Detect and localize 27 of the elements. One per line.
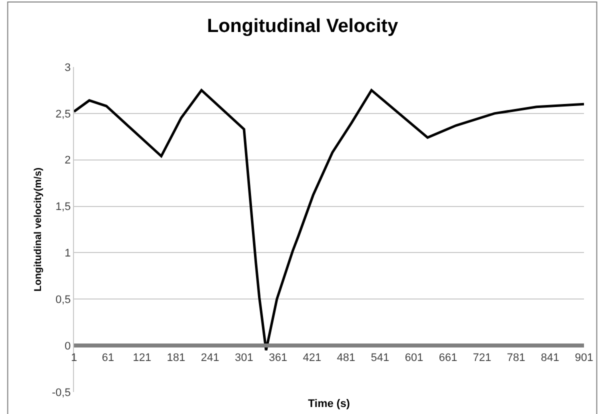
line-series (74, 88, 584, 352)
y-tick-label: 2,5 (56, 108, 71, 120)
y-axis-title: Longitudinal velocity(m/s) (32, 168, 44, 292)
x-tick-label: 181 (166, 352, 186, 364)
x-tick-label: 901 (574, 352, 594, 364)
x-tick-label: 421 (302, 352, 322, 364)
x-tick-label: 481 (336, 352, 356, 364)
x-tick-label: 241 (200, 352, 220, 364)
x-tick-label: 661 (438, 352, 458, 364)
y-tick-label: 0,5 (56, 294, 71, 306)
x-tick-label: 781 (506, 352, 526, 364)
x-tick-label: 361 (268, 352, 288, 364)
x-tick-label: 301 (234, 352, 254, 364)
x-tick-label: 541 (370, 352, 390, 364)
x-axis-title: Time (s) (308, 398, 350, 410)
y-tick-label: 1,5 (56, 201, 71, 214)
y-tick-label: 2 (64, 154, 71, 167)
x-tick-label: 61 (102, 352, 114, 364)
x-tick-label: 841 (540, 352, 560, 364)
chart-title: Longitudinal Velocity (206, 16, 398, 37)
y-tick-label: -0,5 (52, 386, 71, 399)
x-tick-label: 721 (472, 352, 492, 364)
y-tick-label: 0 (64, 340, 71, 352)
x-tick-label: 121 (132, 352, 152, 364)
y-tick-label: 3 (64, 62, 71, 74)
y-tick-label: 1 (64, 248, 71, 260)
x-tick-label: 601 (404, 352, 424, 364)
